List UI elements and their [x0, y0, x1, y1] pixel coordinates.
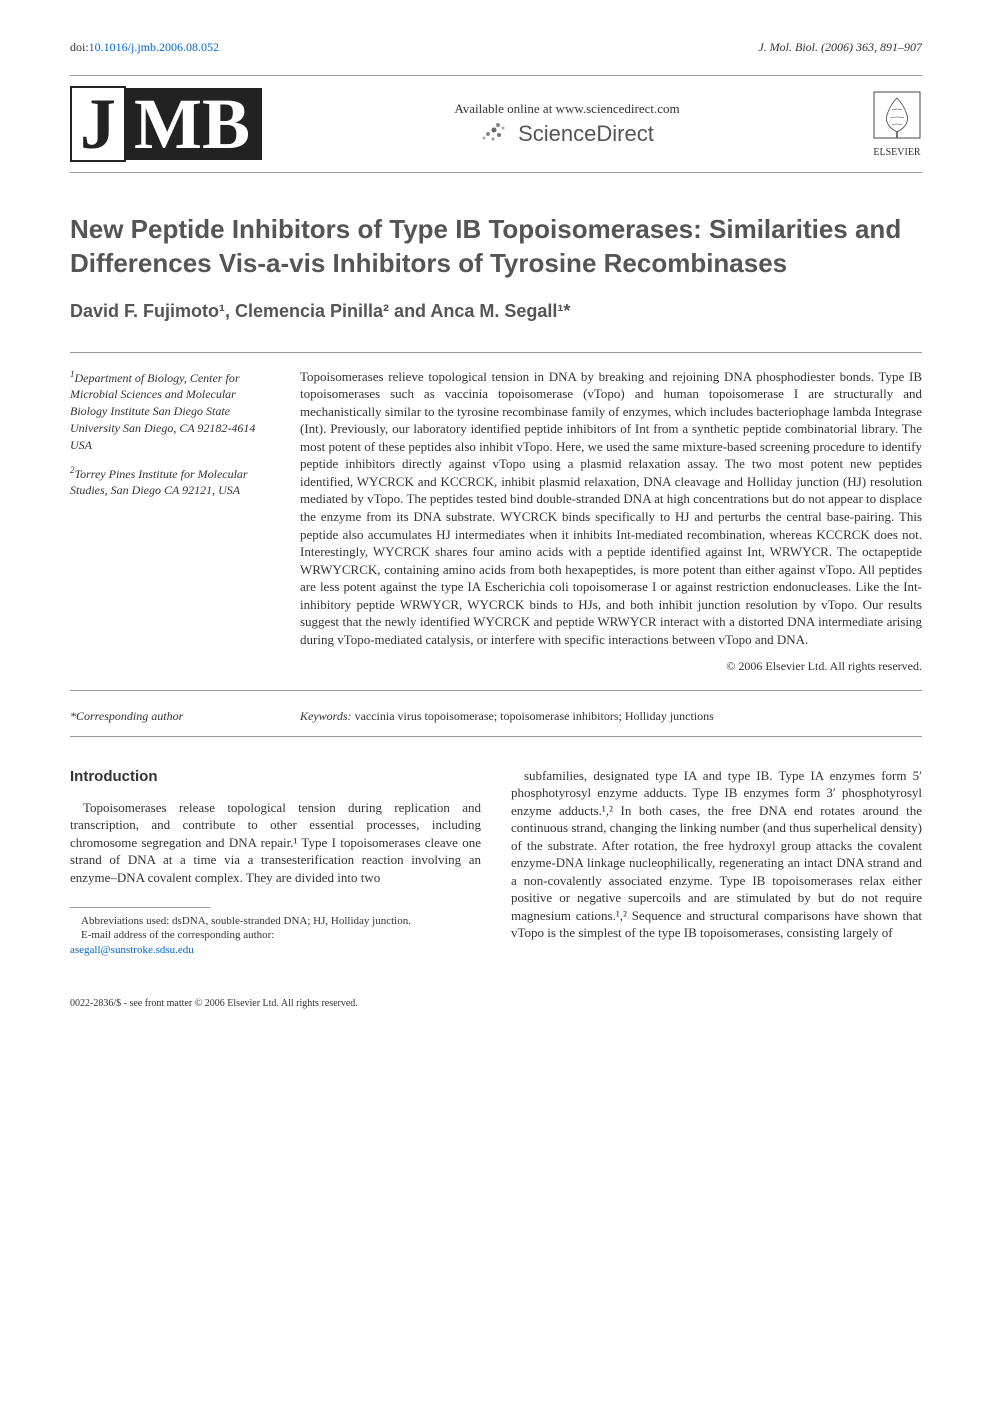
doi-container: doi:10.1016/j.jmb.2006.08.052	[70, 40, 219, 55]
bottom-copyright: 0022-2836/$ - see front matter © 2006 El…	[70, 998, 922, 1009]
affiliations: 1Department of Biology, Center for Micro…	[70, 368, 270, 675]
sciencedirect-dots-icon	[480, 121, 510, 141]
intro-para-2: subfamilies, designated type IA and type…	[511, 767, 922, 942]
elsevier-tree-icon	[872, 90, 922, 140]
affiliation-1-text: Department of Biology, Center for Microb…	[70, 371, 255, 452]
authors: David F. Fujimoto¹, Clemencia Pinilla² a…	[70, 301, 922, 322]
abstract: Topoisomerases relieve topological tensi…	[300, 368, 922, 675]
keywords-row: *Corresponding author Keywords: vaccinia…	[70, 701, 922, 737]
intro-para-1: Topoisomerases release topological tensi…	[70, 799, 481, 887]
copyright: © 2006 Elsevier Ltd. All rights reserved…	[300, 658, 922, 674]
sciencedirect-logo: ScienceDirect	[454, 121, 679, 147]
top-meta-line: doi:10.1016/j.jmb.2006.08.052 J. Mol. Bi…	[70, 40, 922, 55]
keywords-label: Keywords:	[300, 709, 352, 723]
doi-link[interactable]: 10.1016/j.jmb.2006.08.052	[89, 40, 219, 54]
elsevier-text: ELSEVIER	[872, 147, 922, 158]
affiliation-2-text: Torrey Pines Institute for Molecular Stu…	[70, 467, 248, 498]
footnote-separator	[70, 907, 210, 908]
author-email[interactable]: asegall@sunstroke.sdsu.edu	[70, 943, 481, 958]
meta-abstract-row: 1Department of Biology, Center for Micro…	[70, 352, 922, 691]
keywords: Keywords: vaccinia virus topoisomerase; …	[300, 709, 922, 724]
abbreviations: Abbreviations used: dsDNA, souble-strand…	[70, 914, 481, 929]
doi-prefix: doi:	[70, 40, 89, 54]
column-left: Introduction Topoisomerases release topo…	[70, 767, 481, 959]
corresponding-author: *Corresponding author	[70, 709, 270, 724]
body-columns: Introduction Topoisomerases release topo…	[70, 767, 922, 959]
journal-header-bar: JMB Available online at www.sciencedirec…	[70, 75, 922, 173]
email-label: E-mail address of the corresponding auth…	[70, 928, 481, 943]
elsevier-block: ELSEVIER	[872, 90, 922, 158]
affiliation-2: 2Torrey Pines Institute for Molecular St…	[70, 464, 270, 500]
article-title: New Peptide Inhibitors of Type IB Topois…	[70, 213, 922, 281]
abstract-text: Topoisomerases relieve topological tensi…	[300, 369, 922, 647]
journal-reference: J. Mol. Biol. (2006) 363, 891–907	[758, 40, 922, 55]
jmb-logo-j: J	[70, 86, 126, 162]
keywords-text: vaccinia virus topoisomerase; topoisomer…	[355, 709, 714, 723]
jmb-logo-mb: MB	[126, 88, 262, 160]
jmb-logo: JMB	[70, 86, 262, 162]
affiliation-1: 1Department of Biology, Center for Micro…	[70, 368, 270, 454]
column-right: subfamilies, designated type IA and type…	[511, 767, 922, 959]
intro-heading: Introduction	[70, 767, 481, 787]
footnotes: Abbreviations used: dsDNA, souble-strand…	[70, 914, 481, 959]
sciencedirect-block: Available online at www.sciencedirect.co…	[454, 101, 679, 147]
sciencedirect-text: ScienceDirect	[518, 121, 654, 146]
available-online-text: Available online at www.sciencedirect.co…	[454, 101, 679, 117]
